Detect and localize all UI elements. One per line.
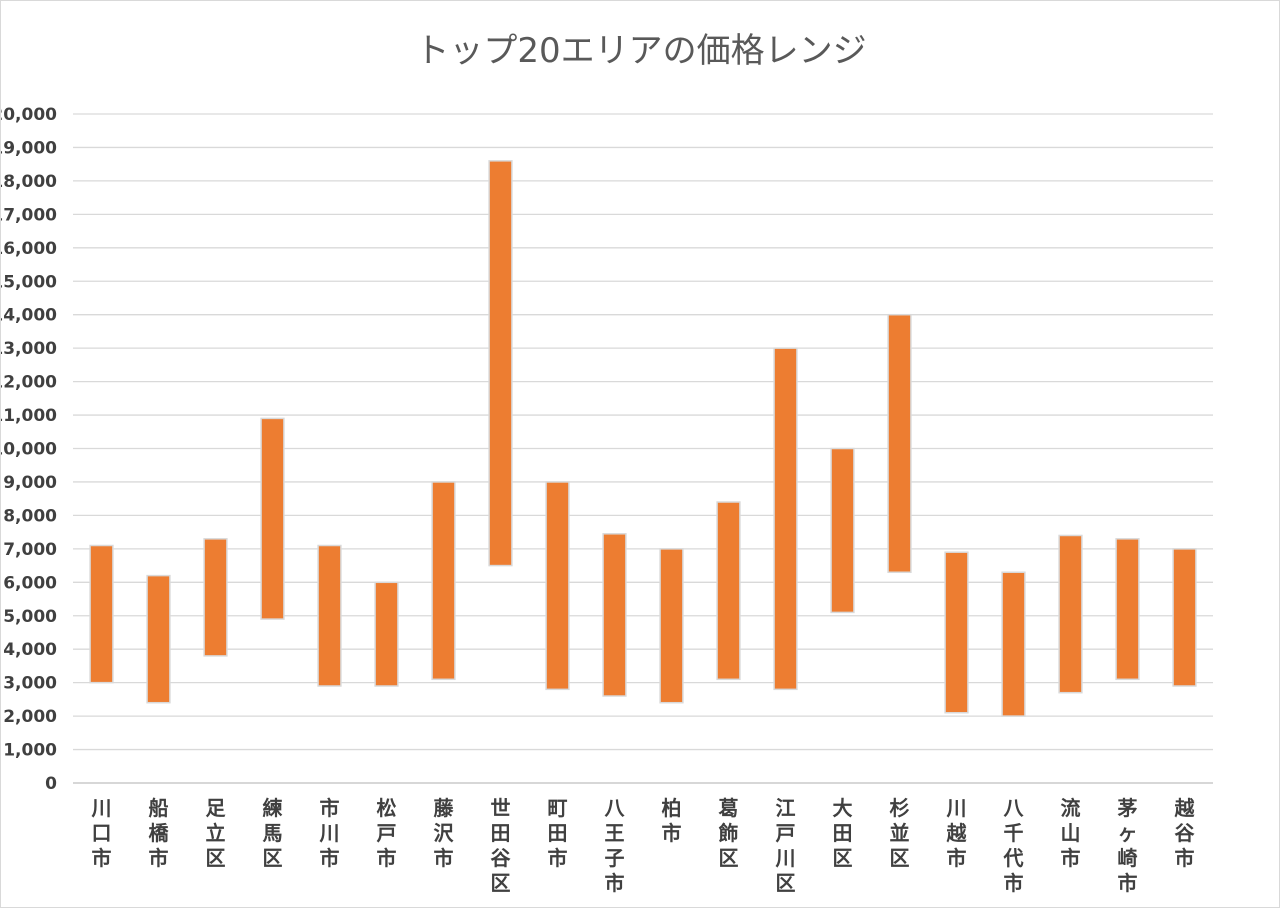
y-tick-label: 4,000 <box>3 640 57 660</box>
y-tick-label: 2,000 <box>3 707 57 727</box>
x-tick-label: 世田谷区 <box>491 796 512 895</box>
x-tick-label: 船橋市 <box>149 796 170 870</box>
x-axis-ticks: 川口市 船橋市 足立区 練馬区 市川市 松戸市 藤沢市 世田谷区 町田市 八王子市 柏市 葛飾区 江戸川… <box>91 796 1196 895</box>
bar-19 <box>1115 538 1140 681</box>
y-tick-label: 12,000 <box>1 373 57 393</box>
bar-9 <box>545 481 570 691</box>
y-tick-label: 20,000 <box>1 105 57 125</box>
x-tick-label: 八王子市 <box>605 796 626 895</box>
bar-12 <box>716 501 741 681</box>
bar-5 <box>317 544 342 687</box>
x-tick-label: 松戸市 <box>377 796 397 870</box>
y-tick-label: 18,000 <box>1 172 57 192</box>
y-tick-label: 14,000 <box>1 306 57 326</box>
y-tick-label: 3,000 <box>3 674 57 694</box>
y-tick-label: 1,000 <box>3 741 57 761</box>
y-tick-label: 5,000 <box>3 607 57 627</box>
y-tick-label: 16,000 <box>1 239 57 259</box>
y-tick-label: 13,000 <box>1 339 57 359</box>
x-tick-label: 葛飾区 <box>718 796 739 870</box>
x-tick-label: 大田区 <box>833 796 853 870</box>
y-tick-label: 11,000 <box>1 406 57 426</box>
x-tick-label: 柏市 <box>662 796 682 845</box>
x-tick-label: 八千代市 <box>1003 796 1025 895</box>
bar-13 <box>773 347 798 691</box>
bars <box>89 160 1197 717</box>
bar-7 <box>431 481 456 681</box>
bar-11 <box>659 548 684 704</box>
bar-16 <box>944 551 969 714</box>
bar-3 <box>203 538 228 657</box>
x-tick-label: 江戸川区 <box>775 796 796 895</box>
bar-2 <box>146 574 171 704</box>
x-tick-label: 川口市 <box>91 796 112 870</box>
x-tick-label: 茅ヶ崎市 <box>1118 796 1138 895</box>
y-tick-label: 10,000 <box>1 440 57 460</box>
x-tick-label: 市川市 <box>319 796 340 870</box>
bar-6 <box>374 581 399 687</box>
y-tick-label: 15,000 <box>1 272 57 292</box>
x-tick-label: 町田市 <box>548 796 568 870</box>
y-tick-label: 19,000 <box>1 138 57 158</box>
bar-20 <box>1172 548 1197 687</box>
y-tick-label: 7,000 <box>3 540 57 560</box>
bar-4 <box>260 417 285 620</box>
grid-lines <box>73 113 1213 751</box>
x-tick-label: 流山市 <box>1061 796 1081 870</box>
y-tick-label: 8,000 <box>3 506 57 526</box>
chart-title: トップ20エリアの価格レンジ <box>415 31 866 71</box>
bar-1 <box>89 544 114 684</box>
x-tick-label: 練馬区 <box>263 796 283 870</box>
bar-14 <box>830 447 855 614</box>
bar-18 <box>1058 534 1083 694</box>
y-tick-label: 17,000 <box>1 205 57 225</box>
x-tick-label: 藤沢市 <box>433 796 455 870</box>
y-axis-ticks: 0 1,000 2,000 3,000 4,000 5,000 6,000 7,000 8,00… <box>1 105 57 794</box>
bar-8 <box>488 160 513 567</box>
x-tick-label: 川越市 <box>946 796 968 870</box>
y-tick-label: 9,000 <box>3 473 57 493</box>
y-tick-label: 6,000 <box>3 573 57 593</box>
x-tick-label: 足立区 <box>206 796 227 870</box>
bar-10 <box>602 533 627 697</box>
x-tick-label: 杉並区 <box>890 796 910 870</box>
bar-15 <box>887 313 912 574</box>
bar-17 <box>1001 571 1026 717</box>
x-tick-label: 越谷市 <box>1174 796 1196 870</box>
y-tick-label: 0 <box>45 774 57 794</box>
